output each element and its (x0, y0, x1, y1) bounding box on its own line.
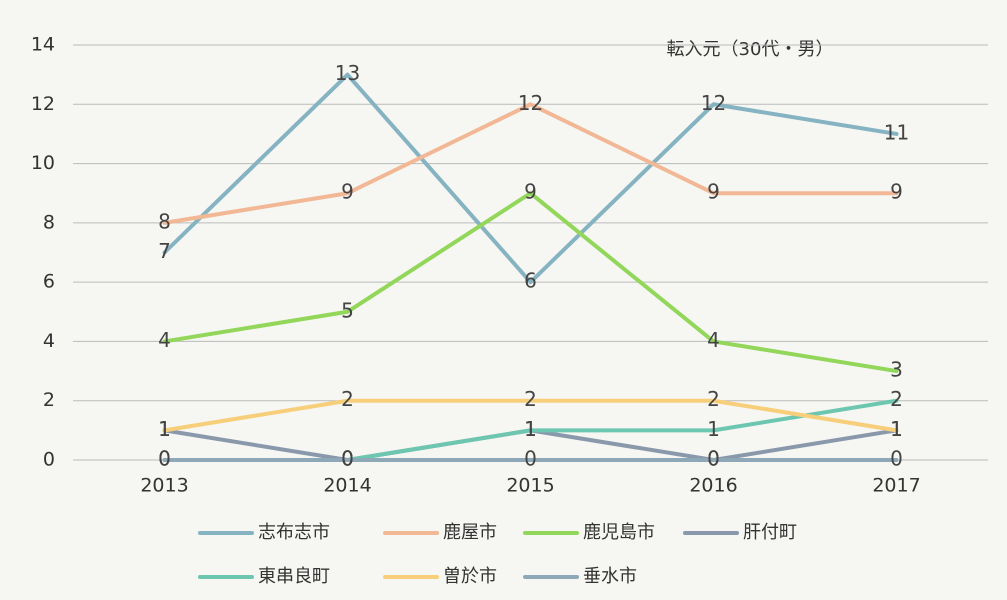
legend-label: 肝付町 (743, 522, 797, 543)
data-label: 2 (524, 387, 537, 411)
series-line (162, 102, 899, 225)
data-label: 9 (890, 180, 903, 204)
data-label: 1 (524, 417, 537, 441)
y-tick-label: 6 (43, 271, 55, 293)
x-tick-label: 2013 (140, 475, 188, 497)
x-tick-label: 2017 (872, 475, 920, 497)
legend-label: 垂水市 (583, 566, 637, 587)
series-line (162, 398, 899, 433)
series-line (162, 72, 899, 285)
data-label: 0 (158, 447, 171, 471)
y-tick-label: 14 (31, 34, 55, 56)
data-label: 0 (890, 447, 903, 471)
y-tick-label: 10 (31, 152, 55, 174)
data-label: 0 (707, 447, 720, 471)
x-tick-label: 2016 (689, 475, 737, 497)
data-label: 2 (341, 387, 354, 411)
legend-label: 志布志市 (258, 522, 330, 543)
data-label: 11 (884, 120, 909, 144)
data-label: 4 (158, 328, 171, 352)
data-label: 9 (707, 180, 720, 204)
legend-label: 鹿児島市 (583, 522, 655, 543)
data-label: 8 (158, 209, 171, 233)
legend-label: 鹿屋市 (443, 522, 497, 543)
data-label: 0 (707, 447, 720, 471)
y-tick-label: 12 (31, 93, 55, 115)
data-label: 0 (524, 447, 537, 471)
data-label: 7 (158, 239, 171, 263)
data-label: 9 (524, 180, 537, 204)
data-label: 3 (890, 358, 903, 382)
data-label: 9 (341, 180, 354, 204)
data-label: 0 (341, 447, 354, 471)
data-label: 13 (335, 61, 360, 85)
series-line (162, 191, 899, 374)
y-tick-label: 2 (43, 389, 55, 411)
data-label: 4 (707, 328, 720, 352)
data-label: 1 (158, 417, 171, 441)
y-tick-label: 4 (43, 330, 55, 352)
data-label: 1 (890, 417, 903, 441)
data-label: 1 (890, 417, 903, 441)
data-label: 2 (890, 387, 903, 411)
x-tick-label: 2014 (323, 475, 371, 497)
data-label: 0 (158, 447, 171, 471)
x-tick-label: 2015 (506, 475, 554, 497)
y-tick-label: 0 (43, 449, 55, 471)
chart-title: 転入元（30代・男） (667, 39, 834, 60)
data-label: 6 (524, 269, 537, 293)
data-label: 1 (158, 417, 171, 441)
data-label: 0 (341, 447, 354, 471)
legend-label: 曽於市 (443, 566, 497, 587)
data-label: 2 (707, 387, 720, 411)
data-label: 0 (341, 447, 354, 471)
data-label: 1 (707, 417, 720, 441)
data-label: 1 (524, 417, 537, 441)
data-label: 12 (518, 91, 543, 115)
data-label: 12 (701, 91, 726, 115)
legend-label: 東串良町 (258, 566, 330, 587)
y-tick-label: 8 (43, 211, 55, 233)
data-label: 5 (341, 298, 354, 322)
